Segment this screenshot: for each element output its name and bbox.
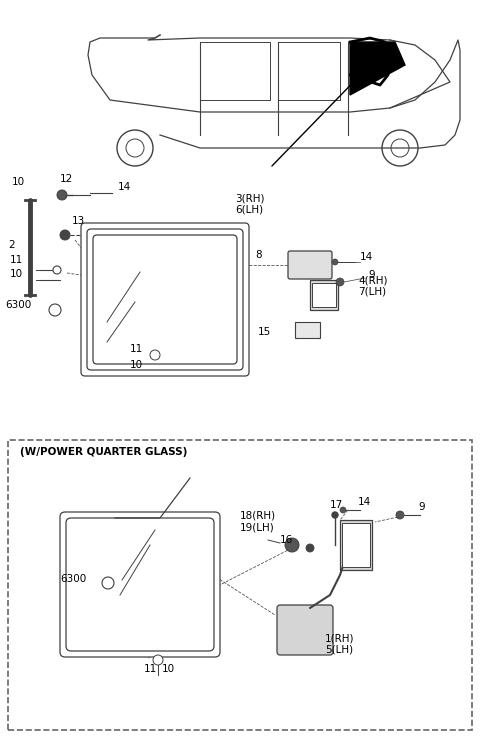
Text: 13: 13 xyxy=(72,216,85,226)
Text: 16: 16 xyxy=(280,535,293,545)
FancyBboxPatch shape xyxy=(342,523,370,567)
FancyBboxPatch shape xyxy=(87,229,243,370)
FancyBboxPatch shape xyxy=(312,283,336,307)
Text: 18(RH)
19(LH): 18(RH) 19(LH) xyxy=(240,511,276,532)
Text: 10: 10 xyxy=(10,269,23,279)
Text: (W/POWER QUARTER GLASS): (W/POWER QUARTER GLASS) xyxy=(20,447,187,457)
FancyBboxPatch shape xyxy=(288,251,332,279)
Circle shape xyxy=(340,507,346,513)
Circle shape xyxy=(332,259,338,265)
Text: 14: 14 xyxy=(360,252,373,262)
Circle shape xyxy=(306,544,314,552)
FancyBboxPatch shape xyxy=(277,605,333,655)
Text: 2: 2 xyxy=(8,240,14,250)
Circle shape xyxy=(49,304,61,316)
Text: 15: 15 xyxy=(258,327,271,337)
Circle shape xyxy=(150,350,160,360)
Circle shape xyxy=(332,512,338,518)
Circle shape xyxy=(396,511,404,519)
FancyBboxPatch shape xyxy=(8,440,472,730)
FancyBboxPatch shape xyxy=(60,512,220,657)
Circle shape xyxy=(53,266,61,274)
Circle shape xyxy=(57,190,67,200)
Text: 6300: 6300 xyxy=(5,300,31,310)
Text: 9: 9 xyxy=(418,502,425,512)
FancyBboxPatch shape xyxy=(340,520,372,570)
Circle shape xyxy=(153,655,163,665)
Circle shape xyxy=(102,577,114,589)
FancyBboxPatch shape xyxy=(66,518,214,651)
Text: 17: 17 xyxy=(330,500,343,510)
Text: 10: 10 xyxy=(12,177,25,187)
FancyBboxPatch shape xyxy=(295,322,320,338)
FancyBboxPatch shape xyxy=(81,223,249,376)
FancyBboxPatch shape xyxy=(93,235,237,364)
Circle shape xyxy=(126,139,144,157)
Text: 10: 10 xyxy=(130,360,143,370)
Circle shape xyxy=(382,130,418,166)
Text: 4(RH)
7(LH): 4(RH) 7(LH) xyxy=(358,276,387,297)
Text: 1(RH)
5(LH): 1(RH) 5(LH) xyxy=(325,634,355,655)
Text: 10: 10 xyxy=(162,664,175,674)
Text: 11: 11 xyxy=(130,344,143,354)
Circle shape xyxy=(391,139,409,157)
Text: 8: 8 xyxy=(255,250,262,260)
FancyBboxPatch shape xyxy=(310,280,338,310)
Text: 11: 11 xyxy=(10,255,23,265)
Circle shape xyxy=(60,230,70,240)
Circle shape xyxy=(336,278,344,286)
Text: 6300: 6300 xyxy=(60,574,86,584)
Circle shape xyxy=(117,130,153,166)
Text: 9: 9 xyxy=(368,270,374,280)
Polygon shape xyxy=(350,42,405,95)
Circle shape xyxy=(285,538,299,552)
Text: 3(RH)
6(LH): 3(RH) 6(LH) xyxy=(235,193,264,215)
Text: 14: 14 xyxy=(358,497,371,507)
Text: 11: 11 xyxy=(144,664,157,674)
Text: 14: 14 xyxy=(118,182,131,192)
Text: 12: 12 xyxy=(60,174,73,184)
